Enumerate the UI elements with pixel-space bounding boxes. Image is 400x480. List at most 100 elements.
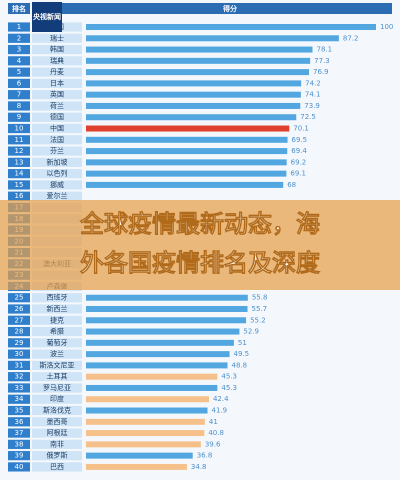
country-cell [32,78,82,88]
rank-label: 2 [17,34,21,42]
bar [86,463,187,470]
country-cell [32,394,82,404]
logo: 央视新闻 [33,12,61,21]
rank-label: 15 [15,181,24,189]
bar [86,294,248,301]
value-label: 49.5 [234,350,250,358]
rank-cell [8,123,30,134]
value-label: 68 [287,181,296,189]
value-label: 69.1 [290,170,306,178]
rank-label: 12 [15,147,24,155]
country-cell [32,405,82,416]
value-label: 41.9 [212,407,228,415]
country-label: 西班牙 [47,293,68,302]
country-label: 瑞典 [50,56,64,65]
bar [86,441,201,448]
bar [86,148,288,155]
rank-label: 32 [15,373,24,381]
overlay-band [0,200,400,290]
rank-label: 1 [17,23,21,31]
value-label: 100 [380,23,393,31]
value-label: 55.7 [252,305,268,313]
value-label: 42.4 [213,395,229,403]
rank-label: 11 [15,136,24,144]
rank-cell [8,157,30,167]
country-cell [32,315,82,325]
country-label: 印度 [50,394,64,403]
rank-cell [8,326,30,337]
country-cell [32,349,82,359]
country-cell [32,112,82,122]
bar [86,91,301,98]
rank-cell [8,360,30,370]
value-label: 76.9 [313,68,329,76]
country-cell [32,304,82,314]
country-label: 新加坡 [47,157,68,166]
rank-label: 4 [17,57,22,65]
value-label: 69.2 [291,158,307,166]
bar [86,46,313,53]
rank-cell [8,180,30,190]
rank-label: 6 [17,79,22,87]
value-label: 74.1 [305,91,321,99]
rank-cell [8,112,30,122]
country-label: 芬兰 [50,146,64,155]
rank-label: 8 [17,102,21,110]
value-label: 55.8 [252,294,268,302]
country-cell [32,44,82,55]
value-label: 72.5 [300,113,316,121]
value-label: 74.2 [305,79,321,87]
country-label: 南非 [50,439,64,448]
value-label: 39.6 [205,440,221,448]
rank-label: 34 [15,395,24,403]
country-cell [32,67,82,77]
bar [86,125,290,132]
country-cell [32,372,82,382]
rank-label: 30 [15,350,24,358]
bar [86,328,240,335]
bar [86,362,228,369]
rank-label: 36 [15,418,24,426]
bar [86,407,208,414]
rank-label: 28 [15,328,24,336]
value-label: 87.2 [343,34,359,42]
rank-cell [8,428,30,438]
value-label: 45.3 [221,373,237,381]
bar [86,69,310,76]
value-label: 51 [238,339,247,347]
country-label: 罗马尼亚 [43,384,71,392]
logo-box [32,2,62,32]
bar [86,35,339,42]
country-label: 希腊 [50,327,64,336]
rank-cell [8,146,30,156]
overlay-title: 外各国疫情排名及深度 [80,249,321,277]
rank-cell [8,405,30,416]
rank-cell [8,372,30,382]
country-label: 波兰 [50,349,64,358]
value-label: 70.1 [293,125,309,133]
country-cell [32,33,82,43]
rank-cell [8,135,30,145]
country-label: 捷克 [50,315,64,324]
rank-cell [8,22,30,32]
rank-cell [8,169,30,179]
country-label: 瑞士 [50,33,64,42]
rank-label: 27 [15,316,24,324]
rank-label: 40 [15,463,24,471]
rank-label: 39 [15,452,24,460]
country-label: 法国 [50,135,64,144]
value-label: 55.2 [250,316,266,324]
bar [86,396,209,403]
rank-cell [8,383,30,393]
country-label: 斯洛伐克 [43,406,71,415]
bar [86,418,205,425]
value-label: 69.4 [291,147,307,155]
country-cell [32,293,82,303]
rank-cell [8,56,30,66]
country-cell [32,90,82,100]
rank-label: 16 [15,192,24,200]
rank-label: 26 [15,305,24,313]
country-label: 新西兰 [47,304,68,313]
country-label: 日本 [50,78,64,87]
bar [86,24,376,30]
